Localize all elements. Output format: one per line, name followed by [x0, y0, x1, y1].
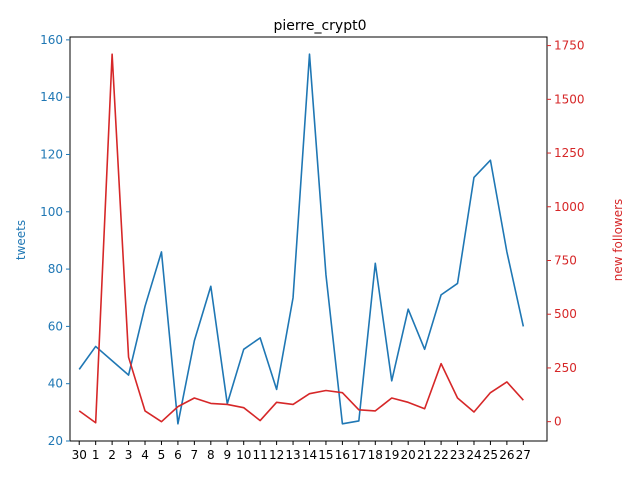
x-tick-label: 27 [516, 448, 531, 462]
x-tick-label: 23 [450, 448, 465, 462]
right-tick-label: 750 [554, 253, 577, 267]
x-tick-label: 25 [483, 448, 498, 462]
plot-area: 30 1 2 3 4 5 6 7 8 9 10 11 12 13 14 15 16 17 18 19 20 21 22 23 2… [40, 33, 584, 462]
series-line-tweets [78, 53, 525, 425]
x-tick-label: 8 [207, 448, 215, 462]
x-tick-label: 20 [401, 448, 416, 462]
chart-title: pierre_crypt0 [274, 18, 367, 34]
left-tick-label: 20 [48, 434, 63, 448]
x-tick-label: 19 [384, 448, 399, 462]
x-tick-label: 4 [141, 448, 149, 462]
x-tick-label: 7 [191, 448, 199, 462]
left-tick-label: 40 [48, 377, 63, 391]
x-tick-label: 2 [108, 448, 116, 462]
right-tick-label: 250 [554, 361, 577, 375]
x-tick-label: 10 [236, 448, 251, 462]
x-tick-label: 16 [335, 448, 350, 462]
x-tick-label: 17 [351, 448, 366, 462]
x-tick-label: 5 [158, 448, 166, 462]
x-tick-label: 11 [253, 448, 268, 462]
right-tick-label: 0 [554, 415, 562, 429]
x-tick-label: 22 [433, 448, 448, 462]
x-tick-label: 15 [318, 448, 333, 462]
x-tick-label: 3 [125, 448, 133, 462]
x-tick-label: 18 [368, 448, 383, 462]
right-axis-title: new followers [611, 199, 625, 282]
left-tick-label: 100 [40, 205, 63, 219]
series-line-new-followers [78, 53, 524, 424]
right-tick-label: 1250 [554, 146, 585, 160]
x-tick-label: 9 [223, 448, 231, 462]
left-tick-label: 80 [48, 262, 63, 276]
right-tick-label: 500 [554, 307, 577, 321]
plot-frame [69, 36, 548, 442]
x-tick-label: 30 [72, 448, 87, 462]
left-tick-label: 120 [40, 147, 63, 161]
right-tick-label: 1000 [554, 200, 585, 214]
x-tick-label: 6 [174, 448, 182, 462]
left-axis-title: tweets [14, 220, 28, 260]
right-tick-label: 1750 [554, 39, 585, 53]
right-tick-label: 1500 [554, 92, 585, 106]
x-tick-label: 24 [466, 448, 481, 462]
x-tick-label: 14 [302, 448, 317, 462]
x-tick-label: 1 [92, 448, 100, 462]
x-tick-label: 12 [269, 448, 284, 462]
x-tick-label: 21 [417, 448, 432, 462]
left-tick-label: 160 [40, 33, 63, 47]
x-tick-label: 26 [499, 448, 514, 462]
left-tick-label: 60 [48, 319, 63, 333]
x-tick-label: 13 [285, 448, 300, 462]
left-tick-label: 140 [40, 90, 63, 104]
